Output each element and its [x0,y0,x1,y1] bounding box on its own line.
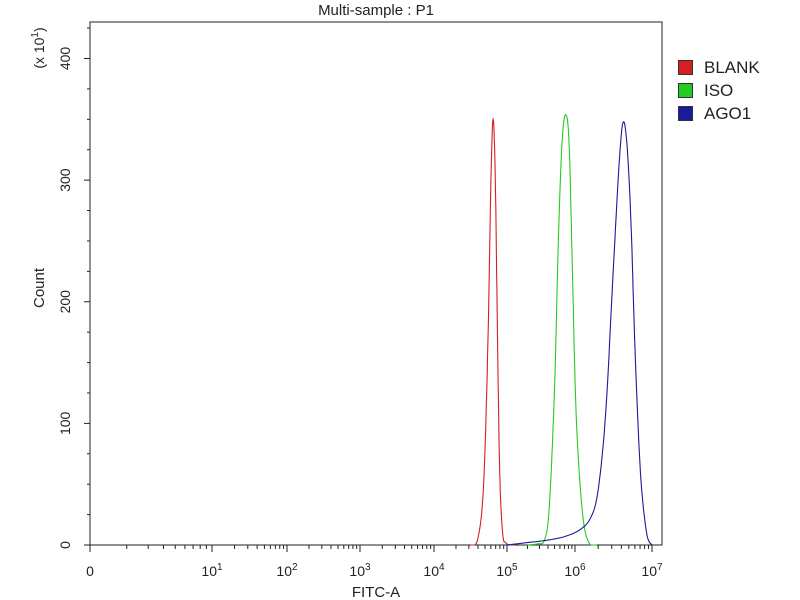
legend-swatch-iso [678,83,693,98]
x-tick-base: 10 [349,563,365,579]
chart-title: Multi-sample : P1 [318,2,434,19]
y-multiplier-suffix: ) [31,27,47,32]
legend-swatch-ago1 [678,106,693,121]
y-tick-label: 400 [57,47,73,71]
legend-item-blank: BLANK [678,56,760,79]
x-tick-base: 10 [276,563,292,579]
x-tick-exponent: 1 [217,562,223,573]
legend-label-blank: BLANK [704,57,760,77]
legend-item-ago1: AGO1 [678,102,760,125]
y-tick-label: 0 [57,541,73,549]
x-tick-label: 103 [349,562,371,579]
x-tick-exponent: 7 [657,562,663,573]
x-tick-exponent: 4 [439,562,445,573]
series-line-blank [470,117,516,546]
y-axis: 0 100 200 300 400 [57,22,91,549]
y-tick-label: 100 [57,411,73,435]
x-tick-label: 102 [276,562,298,579]
x-tick-label: 105 [496,562,518,579]
legend-swatch-blank [678,60,693,75]
y-multiplier-exponent: 1 [30,32,41,38]
series-line-iso [527,114,597,546]
y-tick-label: 200 [57,290,73,314]
x-tick-label: 104 [423,562,445,579]
x-tick-exponent: 6 [580,562,586,573]
x-tick-label: 106 [564,562,586,579]
x-axis-label: FITC-A [352,584,400,600]
x-tick-exponent: 3 [365,562,371,573]
legend-label-iso: ISO [704,80,734,100]
plot-area-frame [89,21,663,546]
x-tick-exponent: 5 [512,562,518,573]
x-tick-base: 10 [201,563,217,579]
x-axis: 0 101 102 103 104 105 106 107 [86,544,663,579]
y-axis-multiplier: (x 101) [30,27,47,68]
x-tick-label: 0 [86,563,94,579]
series-group [470,114,653,546]
x-tick-base: 10 [423,563,439,579]
x-tick-label: 101 [201,562,223,579]
series-line-ago1 [506,121,653,546]
x-tick-label: 107 [641,562,663,579]
x-tick-base: 10 [564,563,580,579]
legend-label-ago1: AGO1 [704,103,752,123]
x-tick-base: 0 [86,563,94,579]
x-tick-base: 10 [496,563,512,579]
y-axis-label: Count [31,267,48,308]
legend: BLANK ISO AGO1 [678,56,760,125]
x-tick-exponent: 2 [292,562,298,573]
x-tick-base: 10 [641,563,657,579]
y-tick-label: 300 [57,168,73,192]
legend-item-iso: ISO [678,79,760,102]
y-multiplier-prefix: (x 10 [31,37,47,68]
